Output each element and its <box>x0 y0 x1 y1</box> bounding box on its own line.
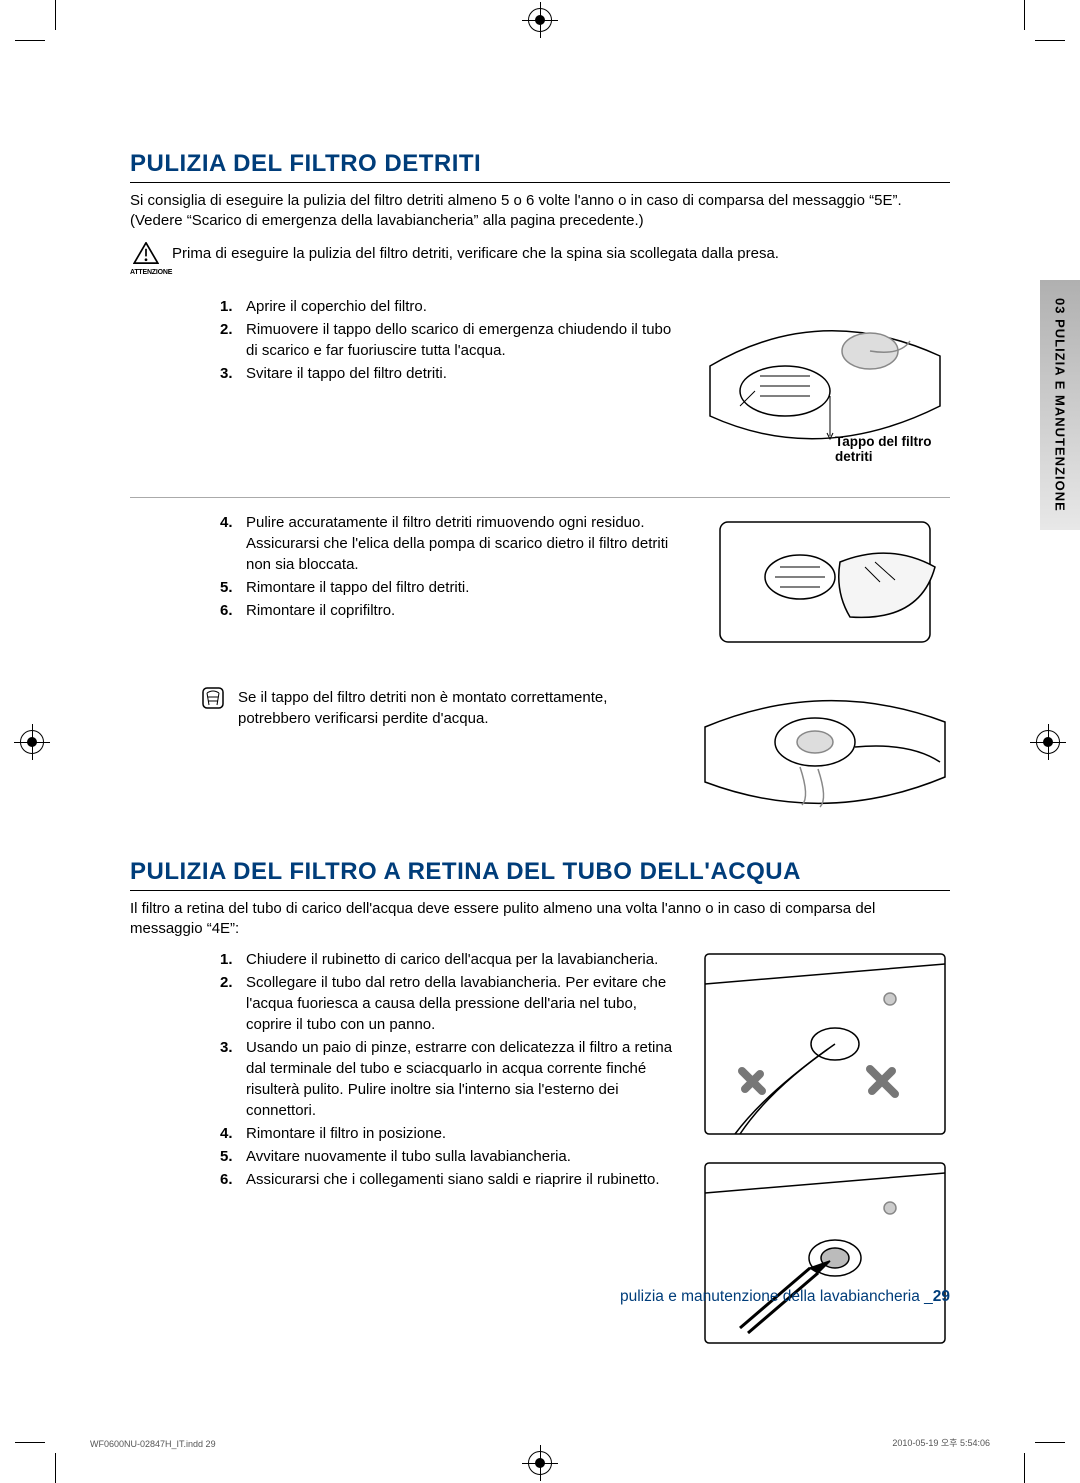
page-footer: pulizia e manutenzione della lavabianche… <box>130 1288 950 1306</box>
figure-caption-a: Tappo del filtro detriti <box>835 434 950 464</box>
step-item: Chiudere il rubinetto di carico dell'acq… <box>220 949 680 970</box>
figure-mesh-filter <box>700 1158 950 1353</box>
step-item: Aprire il coperchio del filtro. <box>220 296 680 317</box>
section1-block-b: Pulire accuratamente il filtro detriti r… <box>130 512 950 673</box>
step-item: Rimontare il filtro in posizione. <box>220 1123 680 1144</box>
side-tab-label: 03 PULIZIA E MANUTENZIONE <box>1053 298 1068 512</box>
page-number: 29 <box>933 1288 950 1305</box>
step-item: Svitare il tappo del filtro detriti. <box>220 363 680 384</box>
section1-note: Se il tappo del filtro detriti non è mon… <box>238 687 680 729</box>
step-item: Pulire accuratamente il filtro detriti r… <box>220 512 680 575</box>
imprint-timestamp: 2010-05-19 오후 5:54:06 <box>892 1436 990 1449</box>
section1-title: PULIZIA DEL FILTRO DETRITI <box>130 150 950 183</box>
imprint-file: WF0600NU-02847H_IT.indd 29 <box>90 1439 216 1449</box>
section1-block-a: Aprire il coperchio del filtro.Rimuovere… <box>130 296 950 498</box>
chapter-side-tab: 03 PULIZIA E MANUTENZIONE <box>1040 280 1080 530</box>
footer-text: pulizia e manutenzione della lavabianche… <box>620 1288 933 1305</box>
caution-block: ATTENZIONE Prima di eseguire la pulizia … <box>130 242 950 276</box>
caution-label: ATTENZIONE <box>130 269 162 276</box>
step-item: Rimontare il coprifiltro. <box>220 600 680 621</box>
figure-leak <box>700 687 950 822</box>
step-item: Assicurarsi che i collegamenti siano sal… <box>220 1169 680 1190</box>
figure-filter-cap: Tappo del filtro detriti <box>700 296 950 481</box>
section1-intro: Si consiglia di eseguire la pulizia del … <box>130 191 950 232</box>
section2-title: PULIZIA DEL FILTRO A RETINA DEL TUBO DEL… <box>130 858 950 891</box>
section2-intro: Il filtro a retina del tubo di carico de… <box>130 899 950 940</box>
step-item: Scollegare il tubo dal retro della lavab… <box>220 972 680 1035</box>
note-icon <box>202 687 224 709</box>
page-content: PULIZIA DEL FILTRO DETRITI Si consiglia … <box>130 150 950 1353</box>
caution-icon: ATTENZIONE <box>130 242 162 276</box>
step-item: Avvitare nuovamente il tubo sulla lavabi… <box>220 1146 680 1167</box>
figure-clean-filter <box>700 512 950 667</box>
step-item: Rimontare il tappo del filtro detriti. <box>220 577 680 598</box>
section1-note-block: Se il tappo del filtro detriti non è mon… <box>130 687 950 822</box>
step-item: Usando un paio di pinze, estrarre con de… <box>220 1037 680 1121</box>
step-item: Rimuovere il tappo dello scarico di emer… <box>220 319 680 361</box>
figure-hose-disconnect <box>700 949 950 1144</box>
caution-text: Prima di eseguire la pulizia del filtro … <box>172 242 779 264</box>
